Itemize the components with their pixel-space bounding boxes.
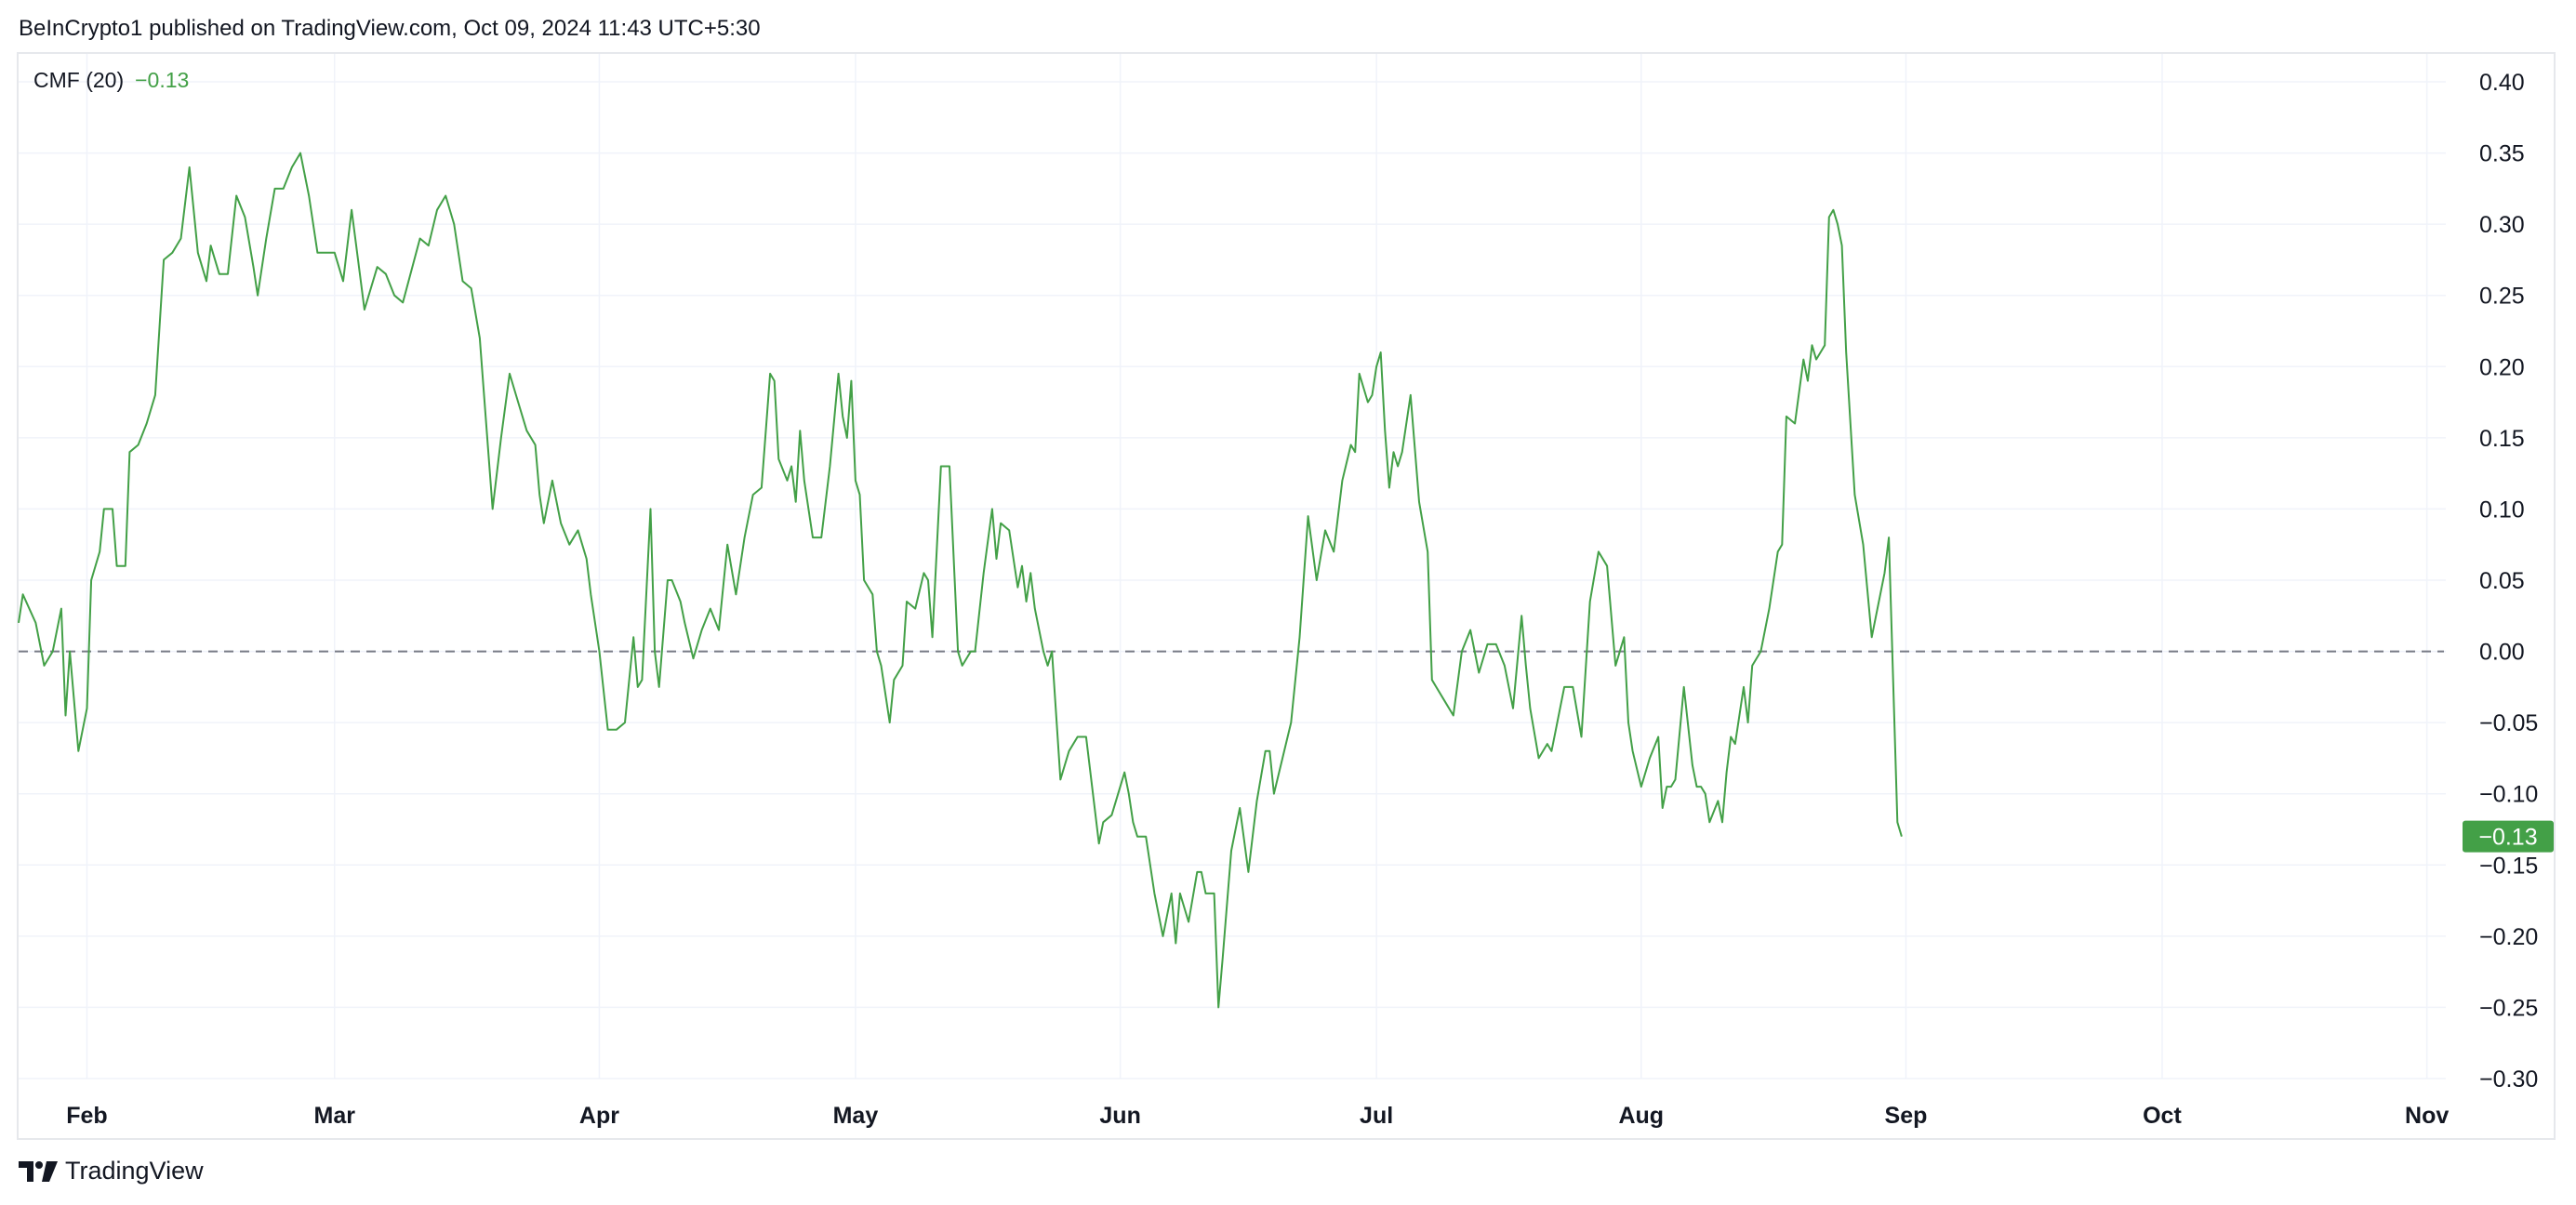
x-tick-label: Jun — [1099, 1103, 1140, 1129]
y-tick-label: −0.30 — [2479, 1066, 2538, 1092]
x-tick-label: Aug — [1618, 1103, 1664, 1129]
x-tick-label: May — [833, 1103, 879, 1129]
x-axis[interactable]: Feb Mar Apr May Jun Jul Aug Sep Oct Nov — [66, 1103, 2449, 1129]
publish-attribution: BeInCrypto1 published on TradingView.com… — [19, 16, 761, 41]
last-value-badge-bg — [2463, 820, 2554, 853]
y-tick-label: −0.05 — [2479, 710, 2538, 736]
legend-indicator-value: −0.13 — [135, 68, 190, 92]
footer-brand-name: TradingView — [65, 1157, 204, 1185]
x-tick-label: Nov — [2405, 1103, 2449, 1129]
y-tick-label: −0.15 — [2479, 853, 2538, 879]
y-tick-label: 0.20 — [2479, 354, 2525, 380]
x-tick-label: Jul — [1360, 1103, 1393, 1129]
y-axis[interactable]: 0.40 0.35 0.30 0.25 0.20 0.15 0.10 0.05 0.00 −0.0… — [2479, 70, 2538, 1092]
y-tick-label: −0.25 — [2479, 995, 2538, 1021]
y-tick-label: 0.25 — [2479, 284, 2525, 310]
tradingview-logo-icon — [19, 1160, 58, 1182]
cmf-series-line — [18, 152, 1903, 1009]
chart-frame — [17, 52, 2556, 1140]
y-tick-label: 0.35 — [2479, 141, 2525, 167]
x-tick-label: Sep — [1885, 1103, 1928, 1129]
y-tick-label: 0.05 — [2479, 568, 2525, 594]
last-value-badge-text: −0.13 — [2478, 825, 2537, 851]
x-tick-label: Apr — [579, 1103, 619, 1129]
x-tick-label: Oct — [2143, 1103, 2182, 1129]
legend-indicator-name: CMF (20) — [33, 68, 125, 92]
y-tick-label: 0.00 — [2479, 640, 2525, 666]
y-tick-label: 0.40 — [2479, 70, 2525, 96]
x-tick-label: Mar — [314, 1103, 356, 1129]
last-value-badge: −0.13 — [2463, 820, 2554, 853]
y-tick-label: 0.15 — [2479, 426, 2525, 452]
indicator-legend[interactable]: CMF (20) −0.13 — [33, 65, 189, 95]
y-tick-label: 0.30 — [2479, 212, 2525, 238]
y-tick-label: 0.10 — [2479, 497, 2525, 523]
grid — [19, 54, 2446, 1079]
x-tick-label: Feb — [66, 1103, 107, 1129]
y-tick-label: −0.10 — [2479, 782, 2538, 808]
footer-brand[interactable]: TradingView — [19, 1157, 204, 1185]
y-tick-label: −0.20 — [2479, 924, 2538, 950]
